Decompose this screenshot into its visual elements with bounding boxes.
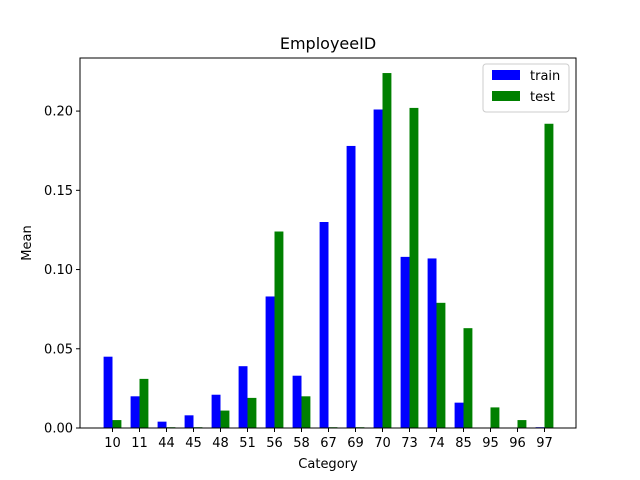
legend-swatch-train [492, 70, 520, 80]
bar-test-56 [274, 231, 284, 428]
x-tick-label: 45 [185, 436, 202, 451]
legend-label-train: train [530, 69, 560, 84]
bar-test-58 [301, 396, 311, 428]
x-tick-label: 10 [104, 436, 121, 451]
x-tick-label: 44 [158, 436, 175, 451]
bar-train-67 [319, 222, 329, 428]
bar-train-51 [238, 366, 248, 428]
bar-train-58 [292, 375, 302, 428]
x-tick-label: 67 [320, 436, 337, 451]
x-tick-label: 97 [536, 436, 553, 451]
bar-train-73 [400, 256, 410, 428]
x-tick-label: 70 [374, 436, 391, 451]
bar-train-70 [373, 109, 383, 428]
y-tick-label: 0.20 [44, 105, 73, 120]
x-tick-label: 11 [131, 436, 148, 451]
x-tick-label: 95 [482, 436, 499, 451]
bar-test-10 [112, 420, 122, 428]
x-tick-label: 69 [347, 436, 364, 451]
chart-title: EmployeeID [280, 34, 376, 53]
bar-train-45 [184, 415, 194, 428]
x-tick-label: 73 [401, 436, 418, 451]
y-axis-ticks: 0.00 0.05 0.10 0.15 0.20 [44, 105, 80, 437]
legend: train test [482, 63, 570, 113]
x-tick-label: 48 [212, 436, 229, 451]
x-axis-label: Category [298, 457, 358, 472]
y-tick-label: 0.00 [44, 422, 73, 437]
x-tick-label: 51 [239, 436, 256, 451]
bar-train-48 [211, 394, 221, 428]
bar-train-56 [265, 296, 275, 428]
bar-test-51 [247, 397, 257, 428]
x-tick-label: 85 [455, 436, 472, 451]
y-tick-label: 0.10 [44, 263, 73, 278]
bar-train-10 [103, 356, 113, 428]
x-axis-ticks: 10 11 44 45 48 51 56 58 67 69 70 73 74 85 95 96 97 [104, 428, 553, 451]
x-tick-label: 58 [293, 436, 310, 451]
bar-test-74 [436, 302, 446, 428]
bar-test-85 [463, 328, 473, 428]
bar-test-48 [220, 410, 230, 428]
y-axis-label: Mean [20, 225, 35, 260]
bar-test-95 [490, 407, 500, 428]
bar-test-11 [139, 378, 149, 428]
x-tick-label: 56 [266, 436, 283, 451]
bar-test-96 [517, 420, 527, 428]
bars-group [103, 73, 554, 429]
x-tick-label: 96 [509, 436, 526, 451]
bar-train-44 [157, 421, 167, 428]
bar-train-69 [346, 145, 356, 428]
legend-label-test: test [530, 90, 555, 105]
bar-test-70 [382, 73, 392, 429]
x-tick-label: 74 [428, 436, 445, 451]
y-tick-label: 0.15 [44, 184, 73, 199]
bar-train-85 [454, 402, 464, 428]
bar-train-11 [130, 396, 140, 428]
y-tick-label: 0.05 [44, 342, 73, 357]
legend-swatch-test [492, 91, 520, 101]
bar-train-74 [427, 258, 437, 428]
bar-test-97 [544, 123, 554, 428]
bar-test-73 [409, 107, 419, 428]
